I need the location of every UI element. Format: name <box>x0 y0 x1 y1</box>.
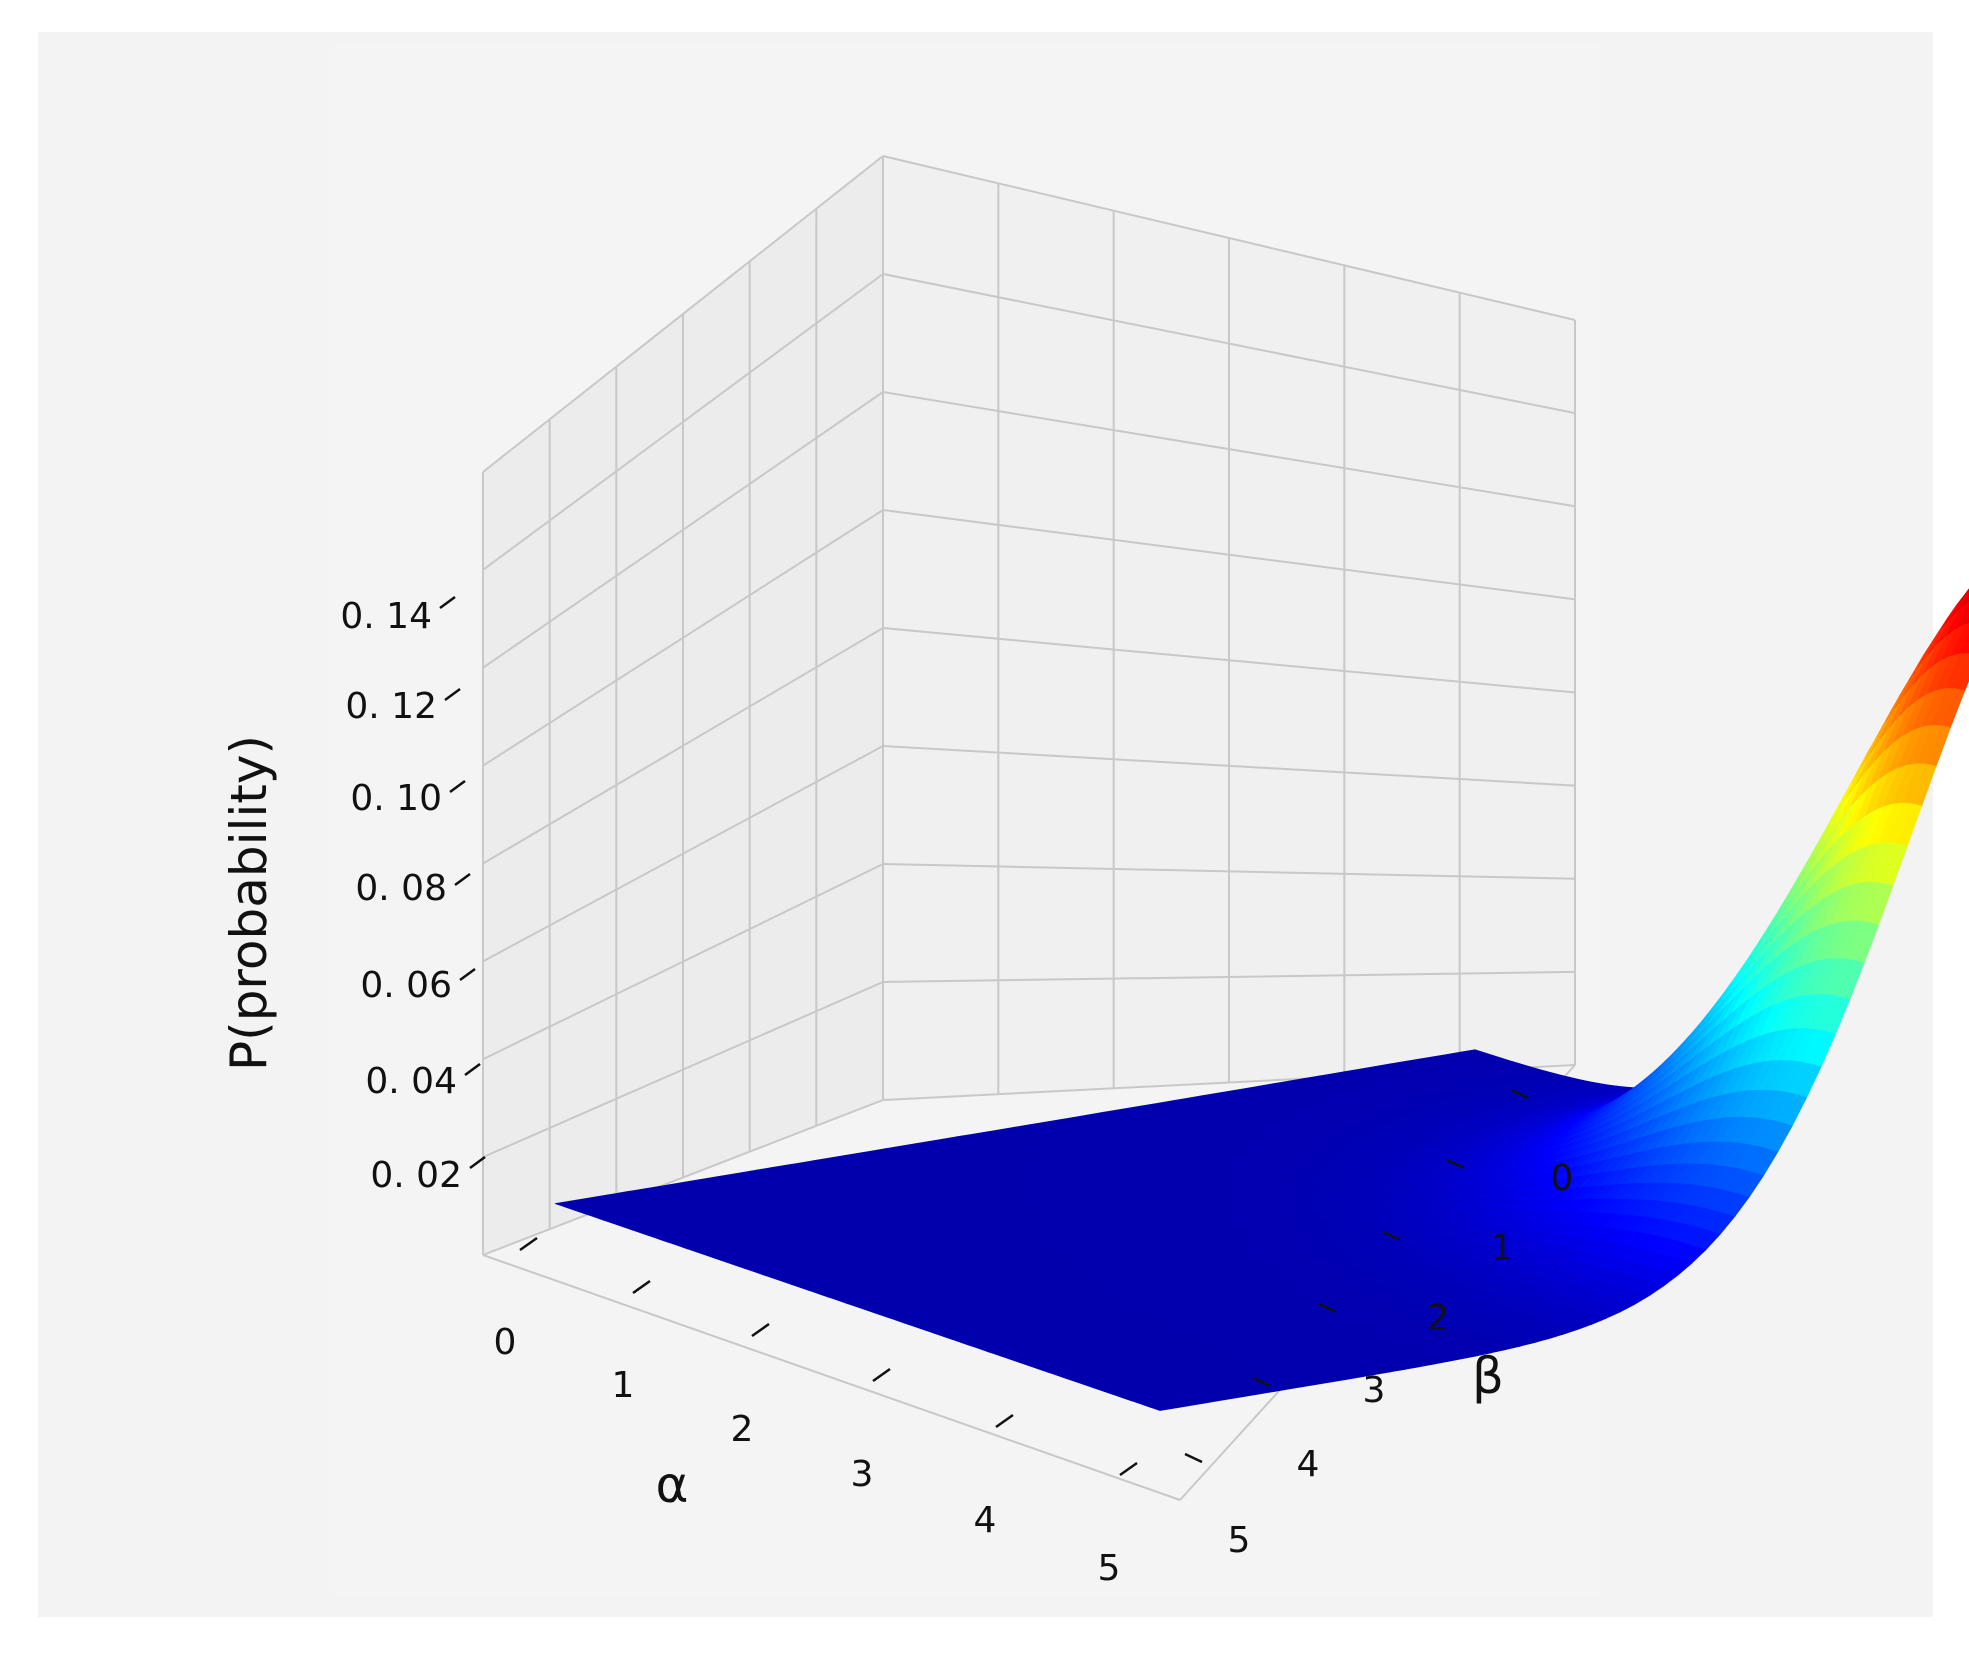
z-tick-label: 0. 08 <box>355 868 447 909</box>
x-tick-label: 2 <box>731 1409 754 1450</box>
z-tick-label: 0. 14 <box>340 596 432 637</box>
z-tick-label: 0. 04 <box>365 1061 457 1102</box>
y-tick-label: 0 <box>1551 1158 1574 1199</box>
y-tick-label: 5 <box>1228 1520 1251 1561</box>
x-axis-title: α <box>656 1456 689 1514</box>
z-tick-label: 0. 12 <box>345 686 437 727</box>
z-tick-label: 0. 06 <box>360 965 452 1006</box>
x-tick-label: 3 <box>851 1454 874 1495</box>
x-tick-label: 0 <box>494 1322 517 1363</box>
z-tick-label: 0. 02 <box>370 1155 462 1196</box>
x-tick-label: 5 <box>1098 1548 1121 1589</box>
x-tick-label: 4 <box>974 1500 997 1541</box>
y-tick-label: 1 <box>1491 1228 1514 1269</box>
z-axis-title: P(probability) <box>220 735 278 1071</box>
y-tick-label: 3 <box>1363 1370 1386 1411</box>
y-axis-title: β <box>1472 1347 1504 1405</box>
y-tick-label: 4 <box>1297 1444 1320 1485</box>
z-tick-label: 0. 10 <box>350 778 442 819</box>
y-tick-label: 2 <box>1427 1298 1450 1339</box>
x-tick-label: 1 <box>612 1365 635 1406</box>
